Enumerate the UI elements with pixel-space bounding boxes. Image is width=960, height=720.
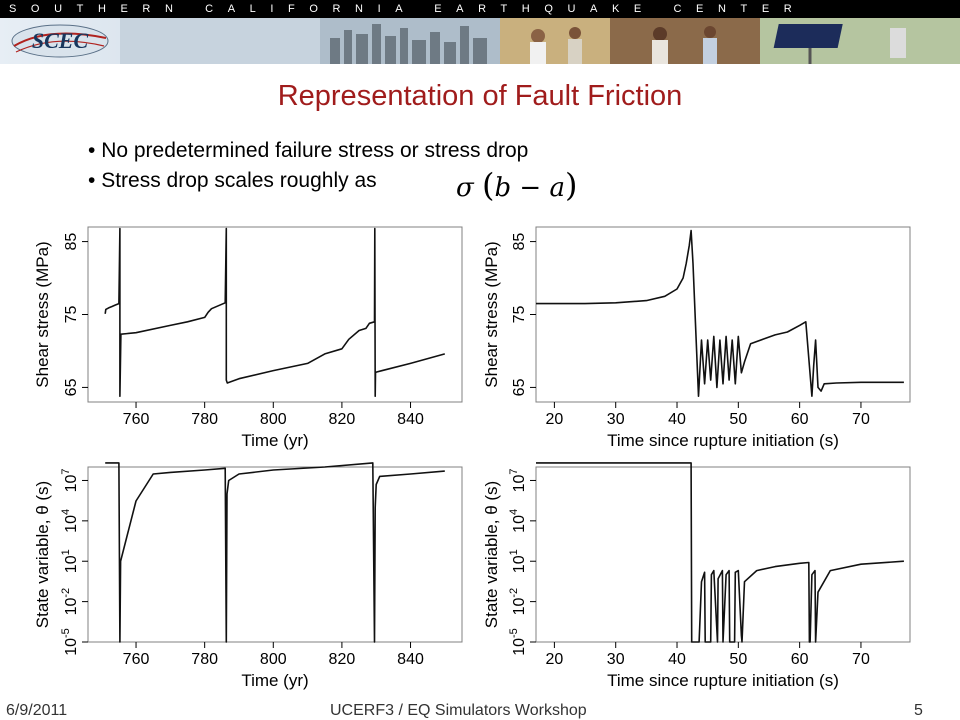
x-tick-label: 20 — [545, 411, 563, 428]
x-tick-label: 760 — [123, 411, 150, 428]
x-tick-label: 800 — [260, 411, 287, 428]
plot-frame — [87, 226, 463, 403]
footer-event: UCERF3 / EQ Simulators Workshop — [330, 702, 587, 719]
x-tick-label: 800 — [260, 651, 287, 668]
series-line — [105, 462, 445, 643]
x-axis-label: Time (yr) — [241, 431, 308, 450]
formula-sigma: σ — [456, 173, 474, 203]
y-tick-label: 101 — [508, 549, 528, 573]
plot-panel: 20 30 40 50 60 70 65 75 85 Time since rupture ini… — [482, 226, 911, 450]
scec-logo: SCEC — [11, 24, 109, 58]
y-tick-label: 104 — [60, 509, 80, 533]
y-tick-label: 101 — [60, 549, 80, 573]
y-tick-label: 65 — [511, 378, 528, 396]
y-tick-label: 85 — [63, 233, 80, 251]
y-tick-label: 107 — [60, 469, 80, 493]
x-tick-label: 60 — [791, 651, 809, 668]
x-tick-label: 30 — [607, 651, 625, 668]
header-banner: SOUTHERN CALIFORNIA EARTHQUAKE CENTER SC… — [0, 0, 960, 64]
x-tick-label: 820 — [329, 411, 356, 428]
series-line — [536, 462, 904, 643]
y-tick-label: 10-5 — [508, 628, 528, 656]
bullet-item: Stress drop scales roughly as — [88, 166, 528, 196]
y-tick-label: 10-5 — [60, 628, 80, 656]
y-tick-label: 65 — [63, 378, 80, 396]
plot-panel: 760 780 800 820 840 10-5 10-2 101 104 107 Time (yr… — [33, 462, 463, 690]
x-tick-label: 50 — [729, 651, 747, 668]
x-tick-label: 760 — [123, 651, 150, 668]
y-axis-label: Shear stress (MPa) — [33, 241, 52, 387]
y-tick-label: 10-2 — [508, 588, 528, 616]
footer-page-number: 5 — [914, 702, 923, 719]
y-tick-label: 10-2 — [60, 588, 80, 616]
footer-date: 6/9/2011 — [6, 702, 68, 719]
y-tick-label: 75 — [63, 306, 80, 324]
y-axis-label: State variable, θ (s) — [33, 481, 52, 628]
bullet-list: No predetermined failure stress or stres… — [88, 136, 528, 196]
plot-frame — [87, 466, 463, 643]
x-tick-label: 30 — [607, 411, 625, 428]
plot-panel: 20 30 40 50 60 70 10-5 10-2 101 104 107 Time since … — [482, 462, 911, 690]
x-tick-label: 70 — [852, 651, 870, 668]
y-axis-label: State variable, θ (s) — [482, 481, 501, 628]
slide-title: Representation of Fault Friction — [277, 80, 683, 112]
y-tick-label: 85 — [511, 233, 528, 251]
plot-panel: 760 780 800 820 840 65 75 85 Time (yr) Shear stre… — [33, 226, 463, 450]
y-tick-label: 104 — [508, 509, 528, 533]
x-tick-label: 820 — [329, 651, 356, 668]
x-tick-label: 40 — [668, 411, 686, 428]
x-tick-label: 40 — [668, 651, 686, 668]
x-tick-label: 840 — [397, 411, 424, 428]
y-tick-label: 107 — [508, 469, 528, 493]
x-axis-label: Time (yr) — [241, 671, 308, 690]
banner-photo-collage — [120, 18, 960, 64]
formula-expression: b − a — [494, 173, 565, 203]
x-axis-label: Time since rupture initiation (s) — [607, 671, 839, 690]
series-line — [104, 227, 446, 397]
x-tick-label: 70 — [852, 411, 870, 428]
x-axis-label: Time since rupture initiation (s) — [607, 431, 839, 450]
x-tick-label: 840 — [397, 651, 424, 668]
x-tick-label: 50 — [729, 411, 747, 428]
stress-drop-formula: σ (b − a) — [456, 166, 578, 204]
x-tick-label: 60 — [791, 411, 809, 428]
plot-grid: 760 780 800 820 840 65 75 85 Time (yr) Shear stre… — [33, 226, 911, 690]
y-tick-label: 75 — [511, 306, 528, 324]
banner-strip: SOUTHERN CALIFORNIA EARTHQUAKE CENTER — [0, 0, 960, 18]
banner-text: SOUTHERN CALIFORNIA EARTHQUAKE CENTER — [9, 3, 807, 15]
x-tick-label: 20 — [545, 651, 563, 668]
x-tick-label: 780 — [191, 651, 218, 668]
logo-text: SCEC — [32, 28, 89, 53]
x-tick-label: 780 — [191, 411, 218, 428]
bullet-item: No predetermined failure stress or stres… — [88, 136, 528, 166]
series-line — [536, 229, 904, 397]
y-axis-label: Shear stress (MPa) — [482, 241, 501, 387]
